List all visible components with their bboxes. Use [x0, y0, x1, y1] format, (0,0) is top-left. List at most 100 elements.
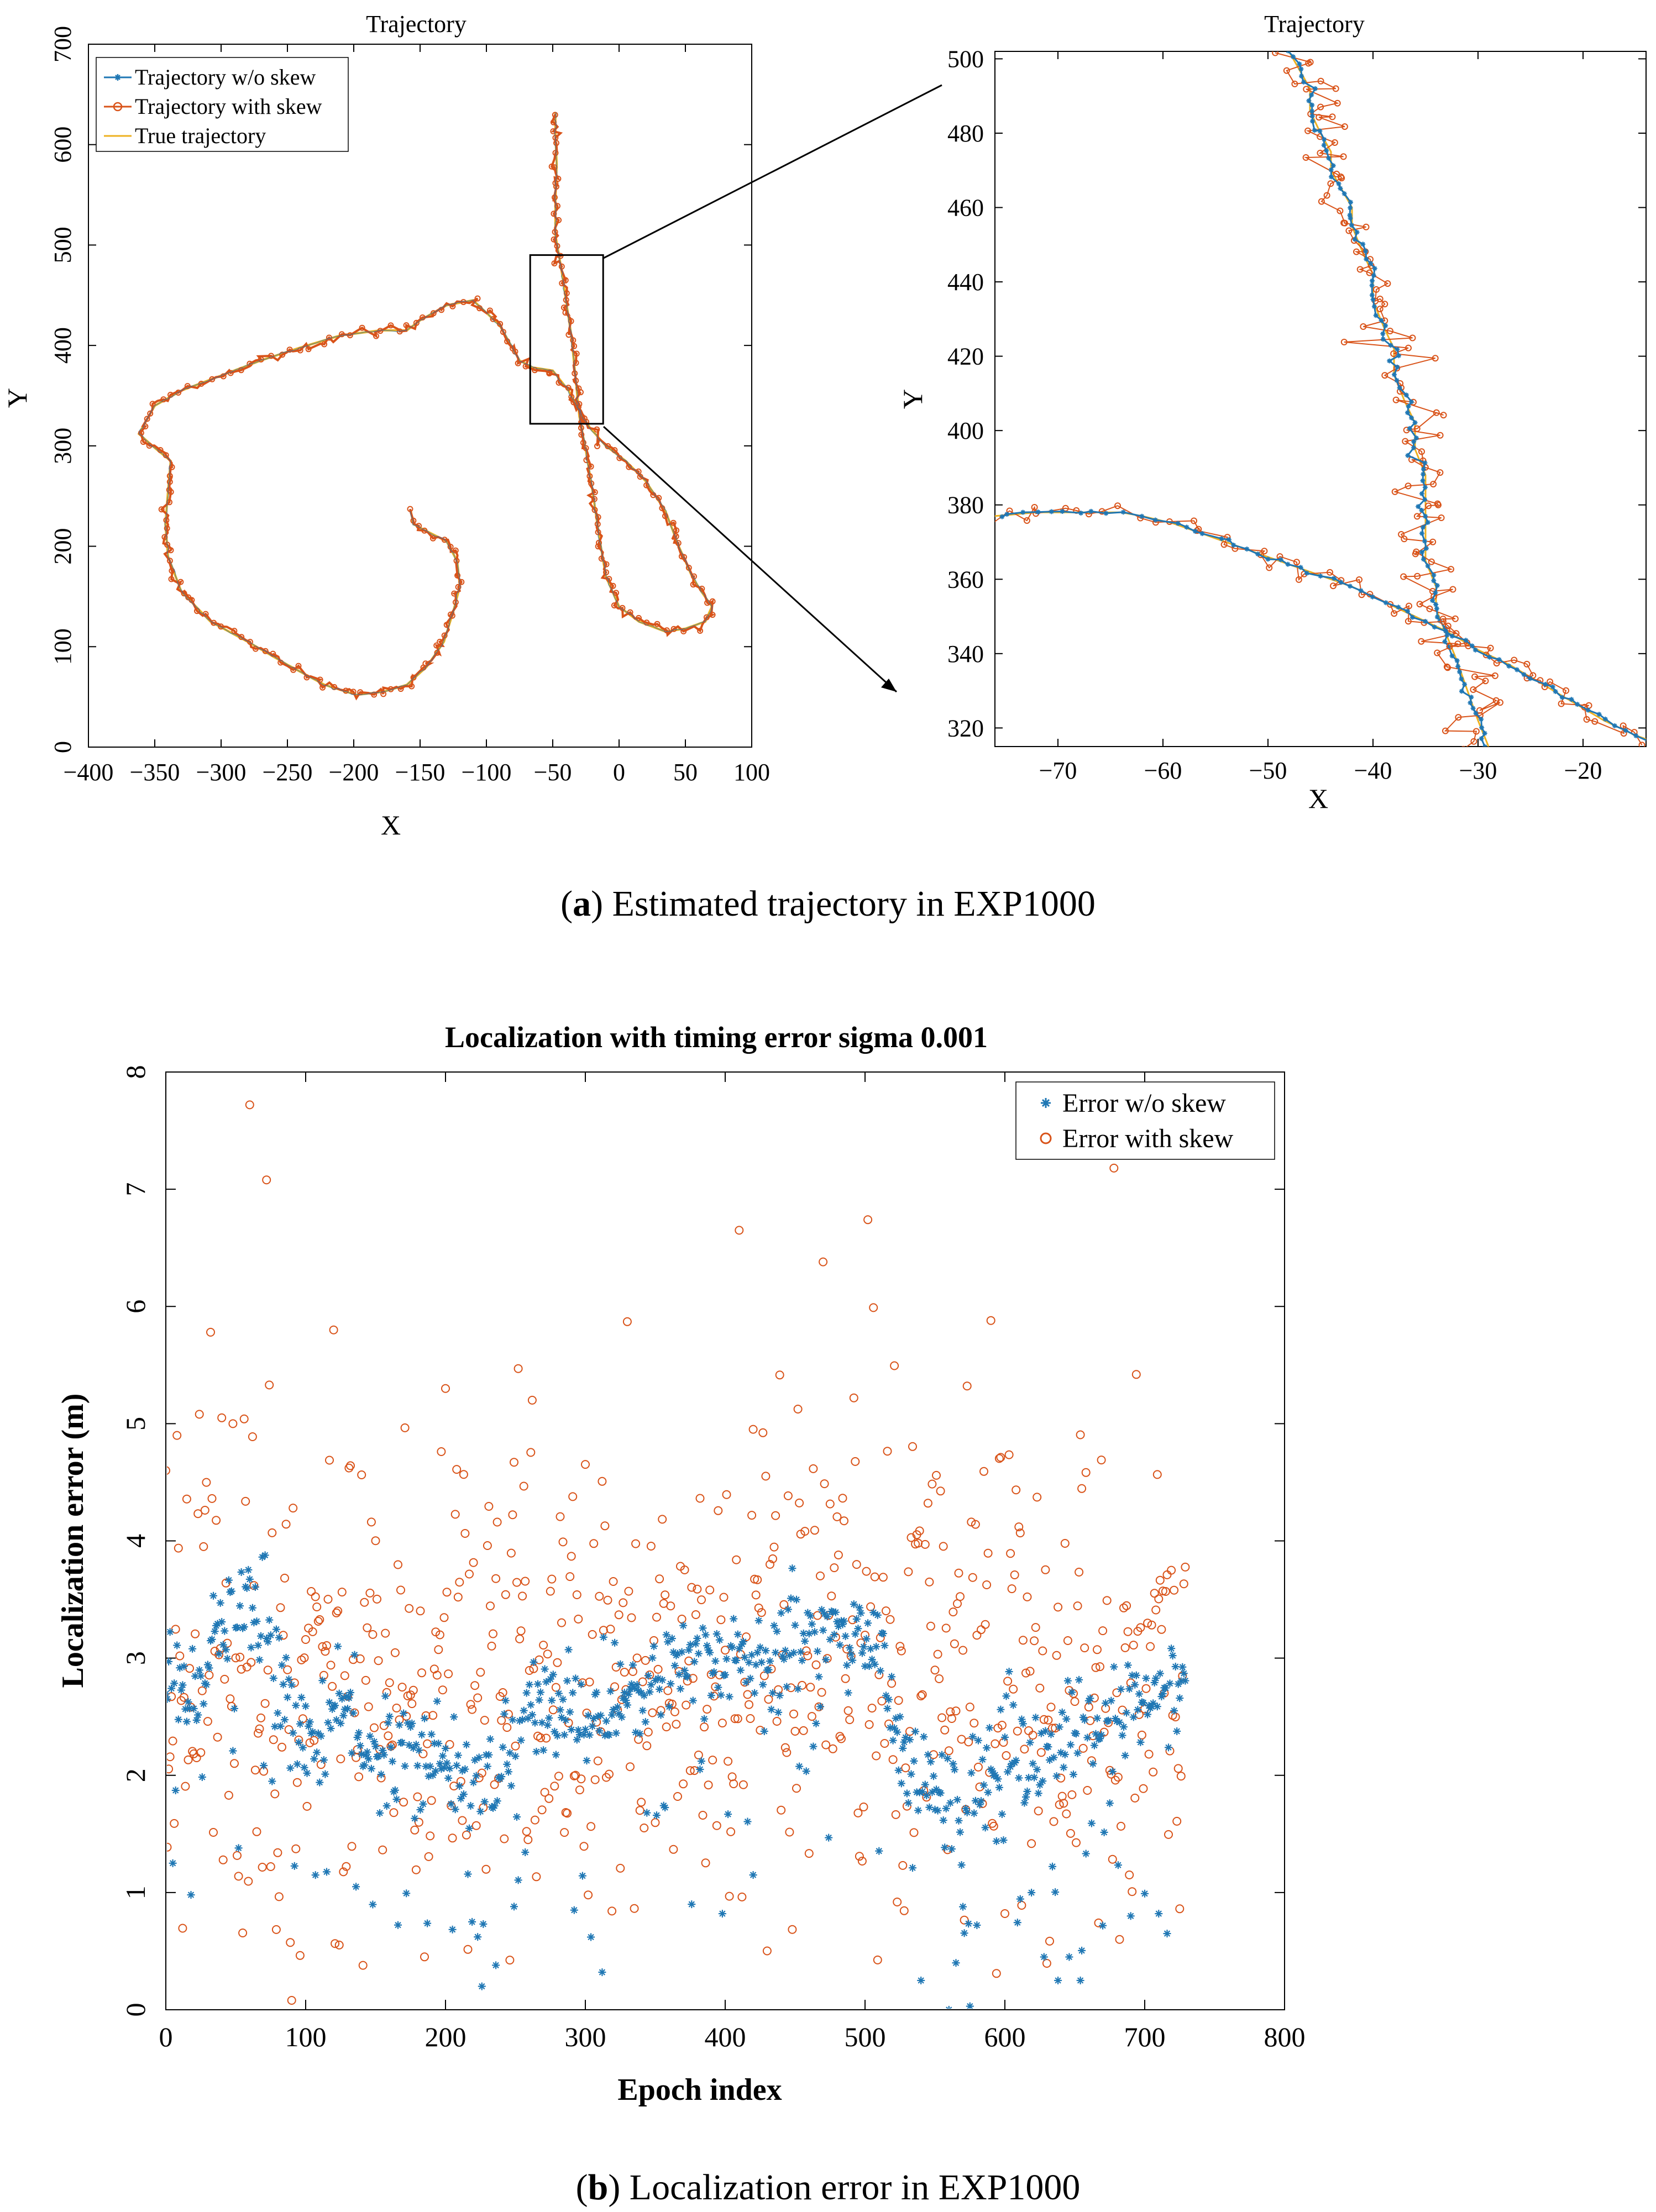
- with-skew-point: [1072, 1838, 1081, 1847]
- with-skew-point: [819, 1257, 828, 1267]
- skew-point: [1283, 67, 1290, 74]
- noskew-point: [1395, 346, 1400, 352]
- with-skew-point: [972, 1631, 982, 1640]
- skew-point: [1449, 586, 1456, 593]
- with-skew-point: [565, 1572, 575, 1581]
- skew-point: [568, 393, 575, 400]
- with-skew-point: [224, 1790, 233, 1800]
- wo-skew-point: [316, 1778, 324, 1787]
- wo-skew-point: [190, 1705, 198, 1712]
- wo-skew-point: [521, 1848, 530, 1856]
- with-skew-point: [968, 1573, 977, 1582]
- noskew-point: [1297, 61, 1302, 67]
- wo-skew-point: [864, 1619, 872, 1627]
- wo-skew-point: [433, 1697, 441, 1705]
- skew-point: [1433, 409, 1440, 416]
- skew-point: [586, 473, 593, 480]
- skew-point: [1327, 180, 1334, 187]
- with-skew-point: [673, 1792, 682, 1801]
- with-skew-point: [563, 1809, 572, 1818]
- with-skew-point: [579, 1842, 589, 1851]
- skew-point: [1591, 718, 1599, 725]
- with-skew-point: [622, 1317, 632, 1326]
- noskew-point: [1575, 702, 1580, 707]
- trajectory-full-xtick-label: −50: [534, 759, 572, 786]
- skew-point: [603, 561, 610, 568]
- with-skew-point: [735, 1226, 744, 1235]
- with-skew-point: [882, 1606, 890, 1616]
- skew-point: [1425, 502, 1432, 509]
- wo-skew-point: [426, 1762, 434, 1770]
- wo-skew-point: [917, 1977, 925, 1984]
- noskew-point: [1060, 509, 1065, 514]
- wo-skew-point: [1125, 1685, 1134, 1693]
- wo-skew-point: [313, 1748, 321, 1757]
- wo-skew-point: [1031, 1714, 1040, 1722]
- skew-point: [1472, 728, 1480, 735]
- wo-skew-point: [1054, 1977, 1062, 1984]
- with-skew-point: [992, 1969, 1001, 1978]
- noskew-point: [1412, 420, 1418, 425]
- with-skew-point: [725, 1892, 734, 1901]
- with-skew-point: [196, 1748, 206, 1757]
- with-skew-point: [645, 1670, 654, 1679]
- with-skew-point: [536, 1733, 545, 1742]
- wo-skew-point: [480, 1798, 489, 1806]
- skew-point: [1356, 576, 1362, 583]
- with-skew-point: [427, 1796, 436, 1805]
- error-chart-ylabel: Localization error (m): [56, 1394, 90, 1688]
- wo-skew-point: [549, 1670, 557, 1679]
- with-skew-point: [276, 1603, 285, 1612]
- skew-point: [595, 543, 601, 550]
- trajectory-zoom-ytick-label: 320: [947, 714, 984, 742]
- with-skew-point: [849, 1393, 858, 1402]
- wo-skew-point: [556, 1706, 564, 1714]
- noskew-point: [1434, 614, 1440, 620]
- with-skew-point: [505, 1956, 515, 1965]
- wo-skew-point: [224, 1576, 233, 1584]
- wo-skew-point: [959, 1903, 967, 1911]
- trajectory-zoom-xtick-label: −50: [1249, 757, 1287, 784]
- wo-skew-point: [875, 1847, 883, 1855]
- with-skew-point: [825, 1499, 835, 1509]
- wo-skew-point: [644, 1672, 652, 1680]
- wo-skew-point: [754, 1616, 763, 1625]
- wo-skew-point: [1165, 1743, 1172, 1752]
- wo-skew-point: [402, 1889, 411, 1898]
- wo-skew-point: [960, 1929, 968, 1937]
- wo-skew-point: [793, 1595, 800, 1604]
- wo-skew-point: [696, 1766, 704, 1773]
- skew-point: [699, 585, 705, 592]
- skew-point: [1391, 488, 1398, 495]
- skew-point: [560, 304, 567, 311]
- with-skew-point: [670, 1707, 679, 1716]
- wo-skew-point: [799, 1629, 808, 1637]
- wo-skew-point: [808, 1620, 816, 1628]
- skew-point: [553, 183, 559, 190]
- skew-point: [429, 535, 436, 542]
- with-skew-point: [1171, 1712, 1180, 1722]
- noskew-point: [1397, 385, 1402, 391]
- skew-point: [1482, 677, 1489, 685]
- with-skew-point: [342, 1862, 351, 1871]
- wo-skew-point: [366, 1732, 374, 1740]
- skew-point: [1340, 153, 1347, 160]
- with-skew-point: [799, 1726, 808, 1735]
- with-skew-point: [1120, 1643, 1130, 1652]
- with-skew-point: [940, 1725, 950, 1735]
- wo-skew-point: [352, 1883, 360, 1891]
- wo-skew-point: [240, 1623, 248, 1631]
- with-skew-point: [266, 1862, 275, 1871]
- wo-skew-point: [531, 1719, 539, 1727]
- with-skew-point: [947, 1714, 956, 1723]
- wo-skew-point: [790, 1648, 798, 1657]
- skew-point: [1398, 531, 1405, 538]
- skew-point: [1437, 469, 1444, 476]
- with-skew-point: [287, 1996, 296, 2005]
- with-skew-point: [1036, 1748, 1046, 1757]
- noskew-point: [1422, 538, 1427, 544]
- with-skew-point: [268, 1528, 277, 1537]
- with-skew-point: [263, 1665, 272, 1675]
- noskew-point: [1369, 283, 1375, 288]
